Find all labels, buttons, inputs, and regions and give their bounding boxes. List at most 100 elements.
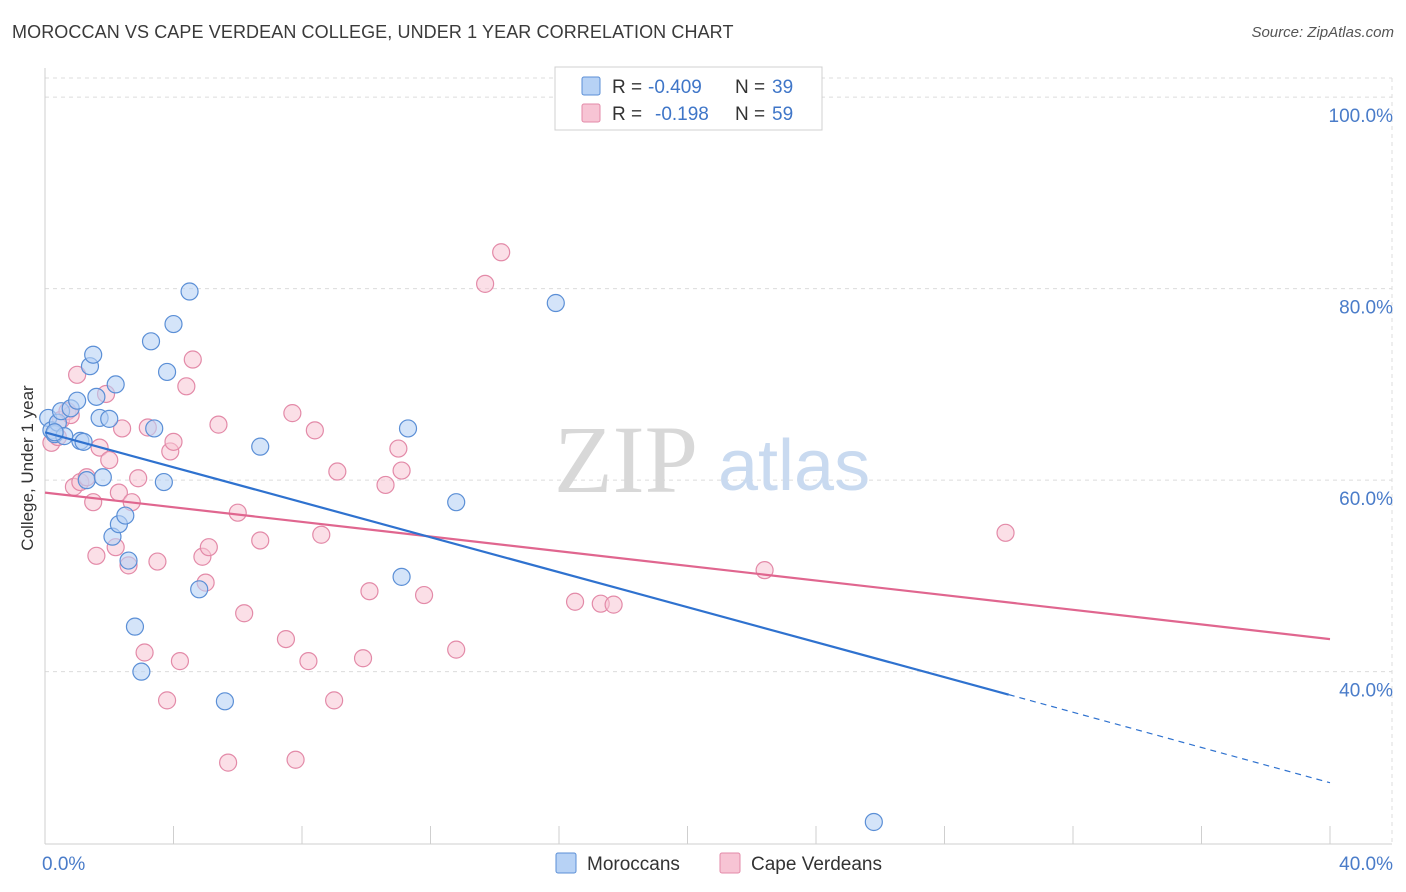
cape-verdeans-point	[100, 450, 119, 470]
cape-verdeans-point	[87, 546, 106, 565]
legend-r-value-moroccans: -0.409	[648, 77, 702, 98]
series-legend-swatch-cape-verdeans	[719, 852, 741, 874]
cape-verdeans-point	[177, 377, 196, 396]
cape-verdeans-point	[164, 432, 183, 451]
cape-verdeans-point	[565, 592, 585, 611]
cape-verdeans-point	[414, 585, 434, 605]
moroccans-point	[546, 293, 565, 313]
source-credit: Source: ZipAtlas.com	[1251, 24, 1394, 41]
moroccans-point	[190, 580, 209, 599]
cape-verdeans-point	[305, 421, 324, 440]
cape-verdeans-point	[148, 552, 167, 571]
cape-verdeans-point	[376, 475, 395, 495]
moroccans-trend-line	[44, 431, 1010, 696]
cape-verdeans-point	[112, 419, 132, 438]
cape-verdeans-point	[157, 691, 177, 710]
moroccans-point	[87, 387, 106, 406]
cape-verdeans-point	[84, 493, 103, 512]
moroccans-point	[157, 362, 177, 382]
cape-verdeans-point	[276, 629, 296, 649]
cape-verdeans-point	[447, 640, 466, 659]
cape-verdeans-point	[328, 462, 347, 481]
cape-verdeans-point	[199, 538, 218, 557]
y-tick-label: 80.0%	[1339, 298, 1393, 319]
cape-verdeans-point	[392, 461, 411, 480]
moroccans-point	[392, 567, 411, 586]
chart-title: MOROCCAN VS CAPE VERDEAN COLLEGE, UNDER …	[12, 22, 734, 42]
cape-verdeans-point	[68, 365, 87, 384]
y-axis-title: College, Under 1 year	[18, 385, 37, 551]
series-legend-swatch-moroccans	[555, 852, 577, 874]
cape-verdeans-point	[996, 523, 1015, 542]
moroccans-point	[154, 472, 173, 492]
cape-verdeans-point	[604, 595, 623, 614]
legend-swatch-moroccans	[581, 76, 601, 96]
cape-verdeans-points	[42, 243, 1015, 772]
cape-verdeans-point	[325, 691, 344, 710]
moroccans-point	[116, 506, 135, 525]
cape-verdeans-point	[389, 439, 408, 458]
moroccans-point	[93, 468, 112, 487]
x-tick-label-max: 40.0%	[1339, 854, 1393, 875]
cape-verdeans-point	[170, 652, 190, 671]
cape-verdeans-point	[135, 643, 154, 662]
cape-verdeans-point	[360, 582, 379, 601]
moroccans-point	[164, 314, 183, 334]
legend-n-label-cape-verdeans: N =	[735, 104, 765, 125]
cape-verdeans-trend-line	[44, 491, 1331, 641]
moroccans-point	[398, 419, 418, 438]
legend-r-label-cape-verdeans: R =	[612, 104, 642, 125]
x-tick-label-min: 0.0%	[42, 854, 85, 875]
trend-lines	[44, 431, 1331, 784]
y-tick-label: 100.0%	[1329, 106, 1394, 127]
cape-verdeans-point	[312, 525, 331, 544]
stats-legend: R = -0.409 N = 39 R = -0.198 N = 59	[554, 66, 823, 131]
legend-r-value-cape-verdeans: -0.198	[655, 104, 709, 125]
legend-swatch-cape-verdeans	[581, 103, 601, 123]
legend-n-value-cape-verdeans: 59	[772, 104, 793, 125]
y-tick-label: 40.0%	[1339, 681, 1393, 702]
moroccans-point	[100, 409, 119, 428]
cape-verdeans-point	[476, 274, 495, 293]
cape-verdeans-point	[251, 531, 270, 550]
cape-verdeans-point	[209, 415, 228, 434]
moroccans-point	[215, 692, 234, 711]
cape-verdeans-point	[353, 649, 373, 668]
watermark-zip: ZIP	[554, 406, 698, 513]
moroccans-point	[864, 812, 883, 832]
cape-verdeans-point	[286, 750, 305, 769]
cape-verdeans-point	[283, 404, 302, 423]
y-tick-labels: 40.0% 60.0% 80.0% 100.0%	[1329, 106, 1394, 702]
moroccans-point	[77, 471, 96, 490]
moroccans-point	[132, 662, 151, 681]
watermark: ZIP atlas	[554, 406, 870, 513]
moroccans-point	[180, 282, 199, 301]
moroccans-point	[141, 332, 161, 351]
cape-verdeans-point	[299, 652, 318, 671]
series-legend-label-cape-verdeans: Cape Verdeans	[751, 854, 882, 875]
cape-verdeans-point	[235, 604, 254, 623]
moroccans-point	[125, 617, 145, 636]
cape-verdeans-point	[219, 753, 238, 772]
cape-verdeans-point	[228, 503, 247, 522]
cape-verdeans-point	[129, 469, 148, 488]
moroccans-point	[106, 375, 125, 394]
moroccans-points	[39, 282, 883, 832]
moroccans-point	[251, 437, 270, 456]
moroccans-point	[145, 419, 164, 438]
legend-r-label-moroccans: R =	[612, 77, 642, 98]
series-legend: Moroccans Cape Verdeans	[555, 852, 882, 875]
moroccans-point	[119, 551, 138, 570]
moroccans-trend-extension	[1008, 694, 1331, 784]
axes	[44, 68, 1392, 845]
moroccans-point	[84, 345, 103, 364]
cape-verdeans-point	[183, 350, 202, 369]
watermark-atlas: atlas	[718, 426, 870, 506]
legend-n-value-moroccans: 39	[772, 77, 793, 98]
legend-n-label-moroccans: N =	[735, 77, 765, 98]
series-legend-label-moroccans: Moroccans	[587, 854, 680, 875]
moroccans-point	[447, 493, 466, 512]
y-tick-label: 60.0%	[1339, 489, 1393, 510]
moroccans-point	[68, 391, 87, 410]
